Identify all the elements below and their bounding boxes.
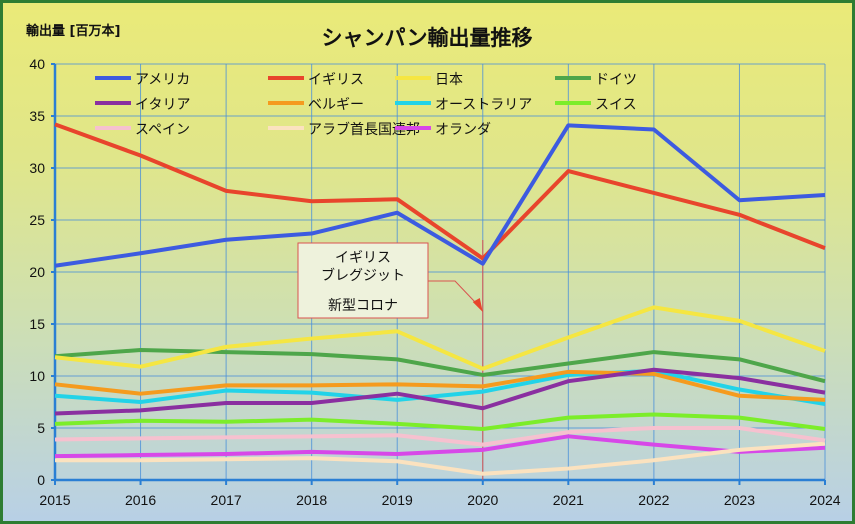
- y-tick-label: 20: [29, 264, 45, 280]
- x-tick-label: 2023: [724, 492, 755, 508]
- x-tick-label: 2020: [467, 492, 498, 508]
- series-line: [54, 434, 826, 459]
- annotation-box: [297, 242, 429, 319]
- legend-label: ベルギー: [308, 97, 364, 113]
- legend-label: イギリス: [308, 72, 364, 88]
- x-tick-label: 2016: [125, 492, 156, 508]
- y-tick-label: 35: [29, 108, 45, 124]
- y-tick-label: 40: [29, 56, 45, 72]
- annotation-text: イギリス: [335, 250, 391, 266]
- series-line: [54, 367, 826, 416]
- y-tick-label: 25: [29, 212, 45, 228]
- legend-label: イタリア: [135, 97, 190, 113]
- legend-label: アメリカ: [135, 72, 190, 88]
- x-tick-label: 2015: [39, 492, 70, 508]
- legend-label: アラブ首長国連邦: [308, 121, 420, 138]
- y-tick-label: 30: [29, 160, 45, 176]
- x-tick-label: 2018: [296, 492, 327, 508]
- x-tick-label: 2024: [809, 492, 840, 508]
- annotation-text: ブレグジット: [321, 267, 405, 284]
- x-tick-label: 2022: [638, 492, 669, 508]
- series-line: [54, 123, 826, 268]
- legend-label: ドイツ: [595, 72, 637, 88]
- series-line: [55, 441, 826, 476]
- x-tick-label: 2017: [211, 492, 242, 508]
- series-line: [54, 305, 826, 371]
- legend-label: スペイン: [135, 122, 190, 138]
- legend-label: オランダ: [435, 122, 491, 138]
- y-axis-label: 輸出量 [百万本]: [26, 23, 120, 39]
- y-tick-label: 15: [29, 316, 45, 332]
- series-line: [54, 368, 826, 407]
- series-line: [54, 426, 826, 447]
- x-tick-label: 2021: [553, 492, 584, 508]
- series-line: [54, 412, 826, 432]
- series-line: [54, 122, 826, 261]
- x-tick-label: 2019: [382, 492, 413, 508]
- annotation-text: 新型コロナ: [328, 298, 398, 314]
- series-line: [54, 369, 826, 402]
- y-tick-label: 0: [37, 472, 45, 488]
- y-tick-label: 5: [37, 420, 45, 436]
- y-tick-label: 10: [29, 368, 45, 384]
- legend-label: 日本: [435, 72, 463, 88]
- annotation-connector: [428, 280, 480, 307]
- chart-title: シャンパン輸出量推移: [321, 26, 532, 50]
- legend-label: スイス: [595, 97, 637, 113]
- series-line: [54, 348, 826, 384]
- annotation-arrowhead: [472, 298, 483, 312]
- legend-label: オーストラリア: [435, 97, 532, 113]
